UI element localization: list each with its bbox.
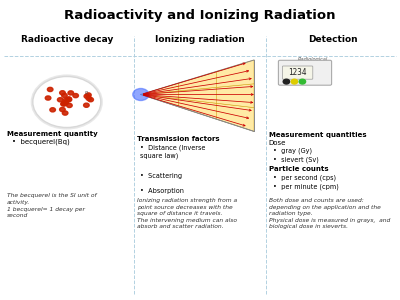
Text: •  per minute (cpm): • per minute (cpm)	[273, 183, 339, 190]
Polygon shape	[216, 103, 254, 131]
Circle shape	[299, 79, 306, 84]
Circle shape	[133, 88, 149, 101]
Polygon shape	[178, 99, 216, 119]
Text: α: α	[84, 90, 88, 95]
Circle shape	[45, 96, 51, 100]
Circle shape	[291, 79, 298, 84]
Text: •  Absorption: • Absorption	[140, 188, 184, 194]
Circle shape	[86, 96, 92, 100]
Text: Radioactive decay: Radioactive decay	[21, 34, 113, 43]
Text: Both dose and counts are used:
depending on the application and the
radiation ty: Both dose and counts are used: depending…	[269, 198, 390, 229]
Polygon shape	[178, 71, 216, 91]
Circle shape	[61, 102, 67, 106]
Polygon shape	[141, 91, 178, 99]
Circle shape	[67, 103, 72, 107]
Circle shape	[62, 111, 68, 115]
Circle shape	[47, 87, 53, 92]
Polygon shape	[178, 87, 216, 103]
Circle shape	[86, 93, 91, 97]
Text: •  Distance (Inverse
square law): • Distance (Inverse square law)	[140, 145, 205, 159]
Circle shape	[63, 100, 69, 105]
Text: •  Scattering: • Scattering	[140, 173, 182, 179]
Text: Detection: Detection	[308, 34, 358, 43]
Polygon shape	[216, 60, 254, 87]
Text: Ionizing radiation: Ionizing radiation	[155, 34, 245, 43]
Circle shape	[68, 91, 74, 95]
Text: 1234: 1234	[288, 68, 307, 77]
Circle shape	[62, 93, 67, 98]
Text: Radioactivity and Ionizing Radiation: Radioactivity and Ionizing Radiation	[64, 9, 336, 22]
FancyBboxPatch shape	[282, 66, 313, 79]
Circle shape	[283, 79, 290, 84]
Text: Measurement quantities: Measurement quantities	[269, 132, 366, 138]
Circle shape	[66, 97, 72, 101]
Circle shape	[88, 98, 94, 102]
FancyBboxPatch shape	[278, 60, 332, 85]
Text: Measurement quantity: Measurement quantity	[7, 130, 98, 136]
Circle shape	[58, 98, 63, 102]
Circle shape	[84, 103, 89, 107]
Circle shape	[60, 91, 65, 95]
Polygon shape	[141, 94, 178, 107]
Circle shape	[61, 102, 66, 106]
Text: Ionizing radiation strength from a
point source decreases with the
square of dis: Ionizing radiation strength from a point…	[137, 198, 237, 229]
Text: •  gray (Gy): • gray (Gy)	[273, 148, 312, 154]
Text: The becquerel is the SI unit of
activity.
1 becquerel= 1 decay per
second: The becquerel is the SI unit of activity…	[7, 194, 97, 218]
Circle shape	[63, 98, 69, 102]
Circle shape	[84, 94, 90, 98]
Circle shape	[66, 98, 72, 102]
Polygon shape	[216, 84, 254, 108]
Circle shape	[73, 94, 78, 98]
Circle shape	[50, 108, 56, 112]
Text: Radiological
Instrument: Radiological Instrument	[298, 57, 328, 68]
Circle shape	[33, 76, 101, 128]
Text: Dose: Dose	[269, 140, 286, 146]
Polygon shape	[141, 83, 178, 94]
Text: •  becquerel(Bq): • becquerel(Bq)	[12, 139, 70, 145]
Text: Transmission factors: Transmission factors	[137, 136, 220, 142]
Text: •  per second (cps): • per second (cps)	[273, 174, 336, 181]
Circle shape	[60, 107, 65, 112]
Text: Particle counts: Particle counts	[269, 166, 328, 172]
Text: •  sievert (Sv): • sievert (Sv)	[273, 157, 319, 163]
